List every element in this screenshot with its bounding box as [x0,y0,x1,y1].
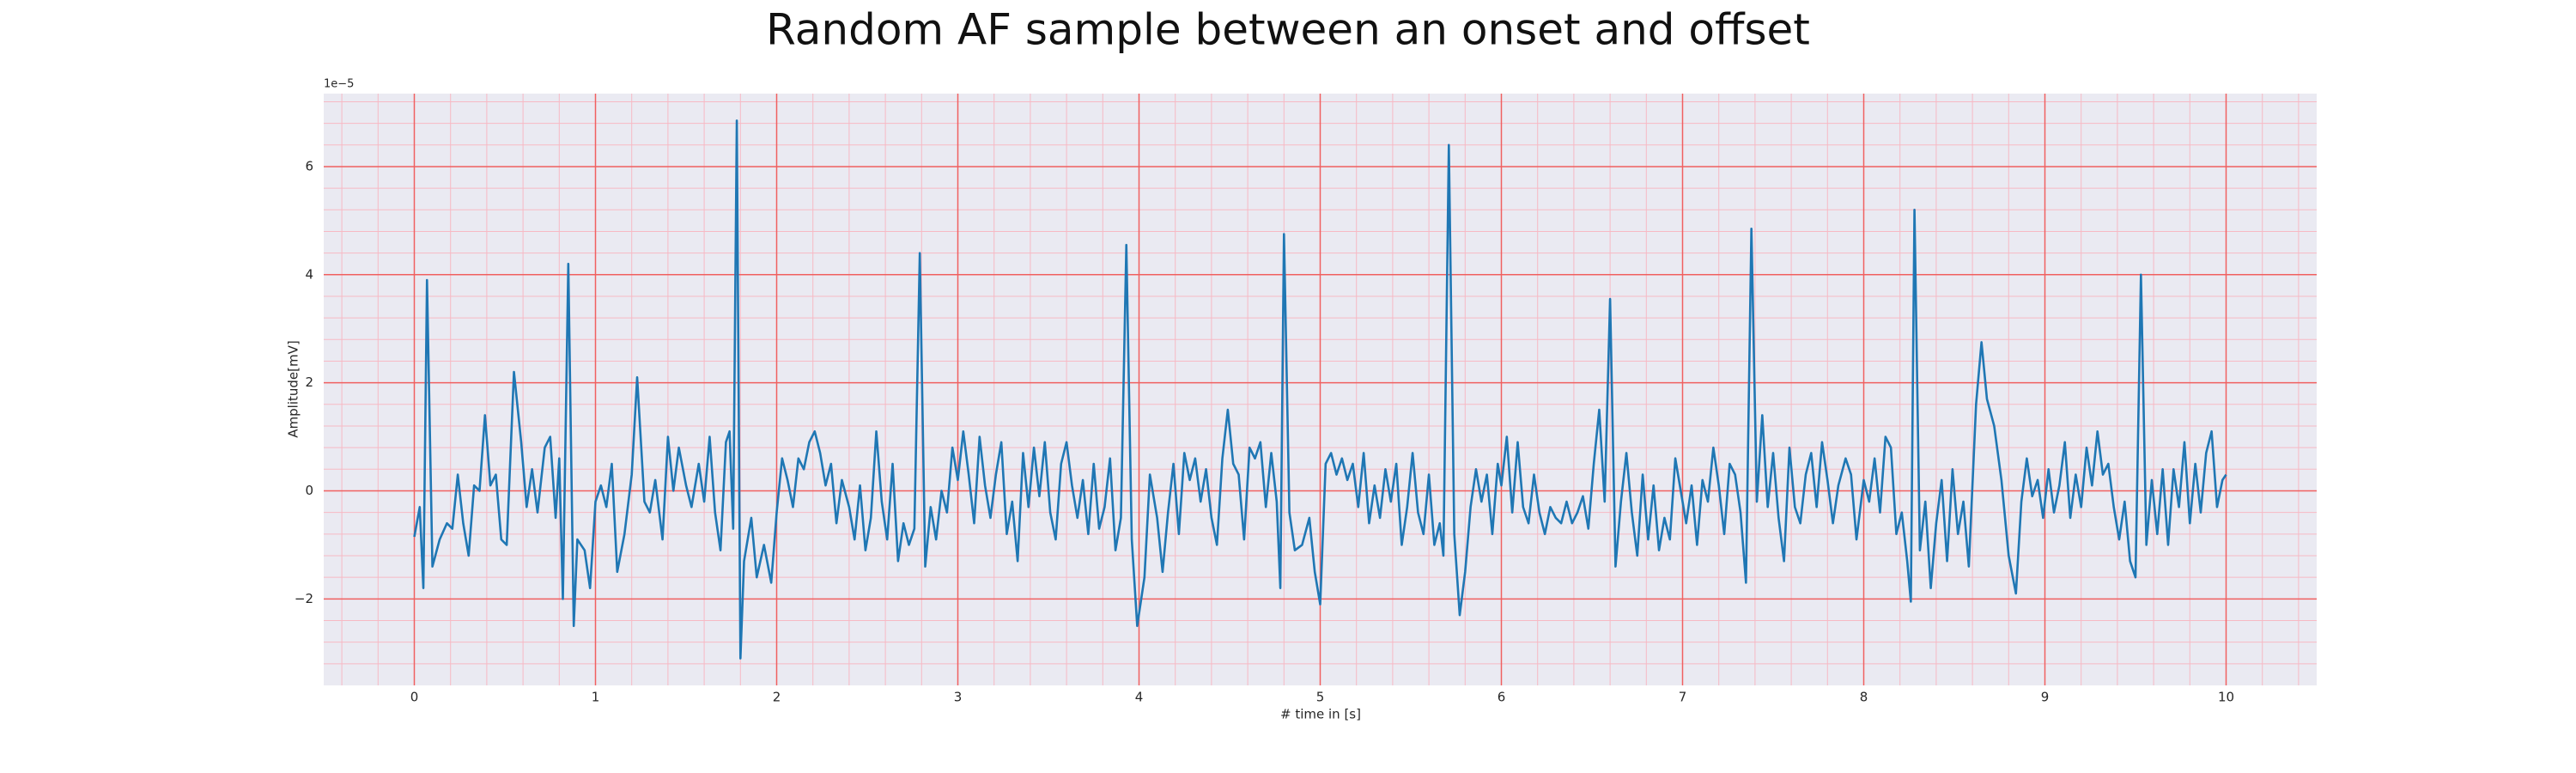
x-tick-label: 2 [773,690,781,705]
chart-title: Random AF sample between an onset and of… [766,5,1810,55]
y-tick-label: 0 [305,483,313,498]
x-tick-label: 9 [2041,690,2050,705]
y-offset-text: 1e−5 [324,78,354,91]
x-tick-label: 3 [954,690,963,705]
marks [413,119,2227,660]
signal-line [413,119,2227,660]
y-tick-label: 2 [305,374,313,390]
y-tick-label: −2 [295,591,313,606]
x-tick-label: 10 [2218,690,2234,705]
x-axis-label: # time in [s] [1280,707,1361,722]
x-tick-label: 4 [1135,690,1144,705]
x-tick-label: 8 [1860,690,1868,705]
x-tick-label: 1 [592,690,600,705]
y-tick-label: 6 [305,158,313,173]
y-tick-label: 4 [305,266,313,282]
x-tick-label: 7 [1679,690,1687,705]
x-tick-label: 6 [1498,690,1506,705]
x-tick-label: 5 [1316,690,1325,705]
y-axis-label: Amplitude[mV] [286,340,301,437]
x-tick-label: 0 [410,690,419,705]
